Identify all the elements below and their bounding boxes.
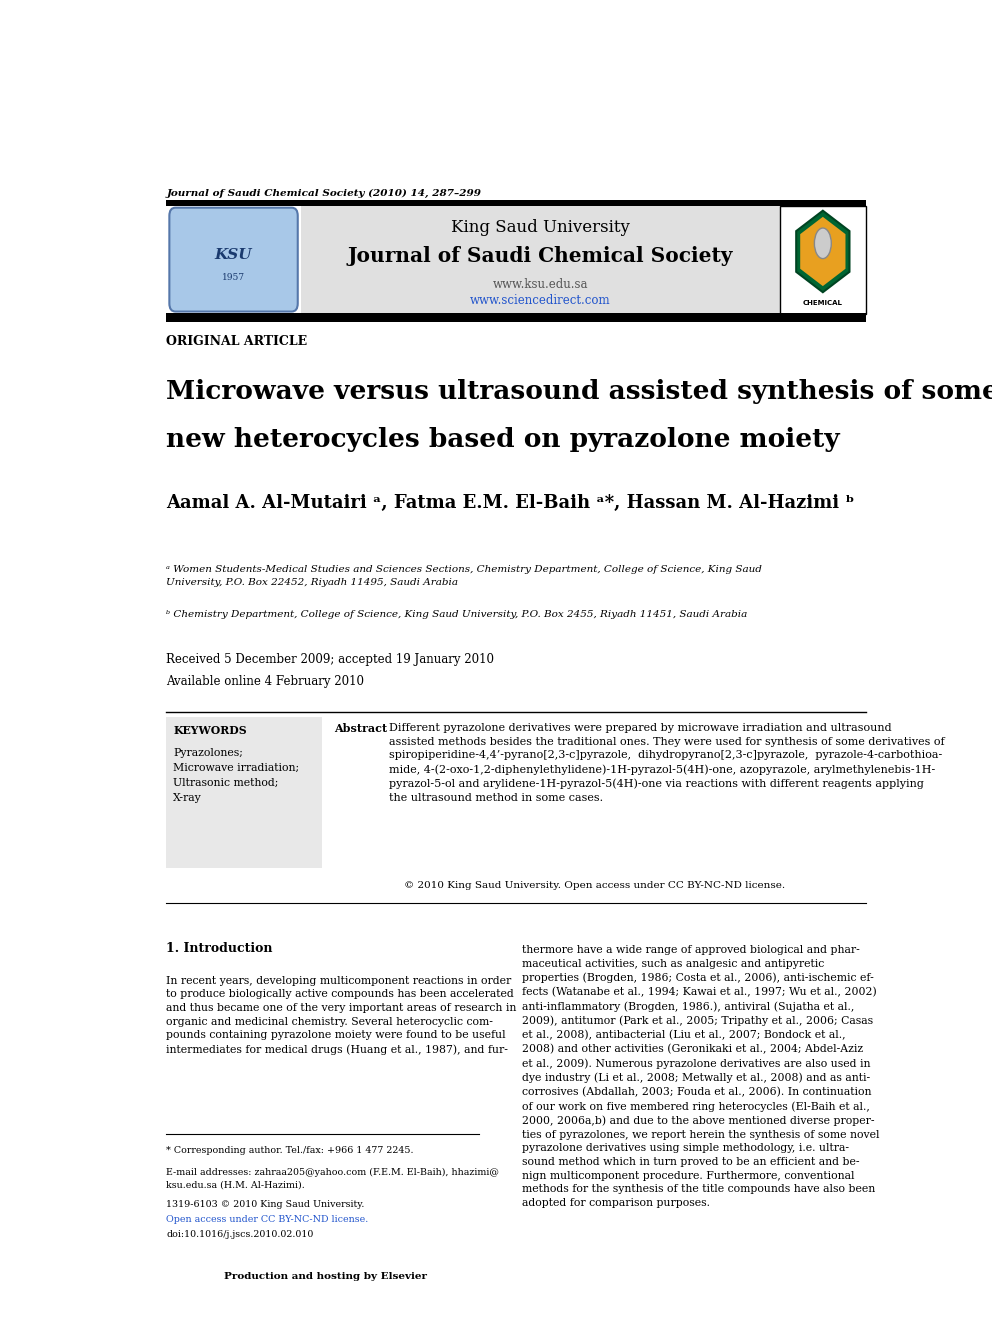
Text: © 2010 King Saud University. Open access under CC BY-NC-ND license.: © 2010 King Saud University. Open access… (404, 881, 785, 890)
Text: thermore have a wide range of approved biological and phar-
maceutical activitie: thermore have a wide range of approved b… (522, 945, 880, 1208)
Text: King Saud University: King Saud University (451, 218, 630, 235)
Text: CHEMICAL: CHEMICAL (803, 300, 843, 307)
Bar (301, 205, 780, 314)
Text: Aamal A. Al-Mutairi ᵃ, Fatma E.M. El-Baih ᵃ*, Hassan M. Al-Hazimi ᵇ: Aamal A. Al-Mutairi ᵃ, Fatma E.M. El-Bai… (167, 493, 855, 512)
Bar (167, 1246, 491, 1307)
Text: Microwave versus ultrasound assisted synthesis of some: Microwave versus ultrasound assisted syn… (167, 378, 992, 404)
Text: Available online 4 February 2010: Available online 4 February 2010 (167, 675, 364, 688)
Text: ᵇ Chemistry Department, College of Science, King Saud University, P.O. Box 2455,: ᵇ Chemistry Department, College of Scien… (167, 610, 748, 619)
Text: Received 5 December 2009; accepted 19 January 2010: Received 5 December 2009; accepted 19 Ja… (167, 652, 494, 665)
FancyBboxPatch shape (170, 208, 298, 312)
Text: 1. Introduction: 1. Introduction (167, 942, 273, 955)
Text: Production and hosting by Elsevier: Production and hosting by Elsevier (224, 1271, 427, 1281)
Bar (167, 205, 301, 314)
Bar (176, 1257, 212, 1295)
Text: E-mail addresses: zahraa205@yahoo.com (F.E.M. El-Baih), hhazimi@
ksu.edu.sa (H.M: E-mail addresses: zahraa205@yahoo.com (F… (167, 1168, 499, 1189)
Text: In recent years, developing multicomponent reactions in order
to produce biologi: In recent years, developing multicompone… (167, 976, 517, 1054)
Text: new heterocycles based on pyrazolone moiety: new heterocycles based on pyrazolone moi… (167, 427, 840, 451)
Text: www.ksu.edu.sa: www.ksu.edu.sa (493, 278, 588, 291)
Text: Abstract: Abstract (334, 724, 399, 734)
Text: doi:10.1016/j.jscs.2010.02.010: doi:10.1016/j.jscs.2010.02.010 (167, 1230, 313, 1240)
Text: SEVIER: SEVIER (184, 1283, 204, 1289)
Bar (167, 200, 866, 205)
Ellipse shape (814, 228, 831, 258)
Text: Journal of Saudi Chemical Society: Journal of Saudi Chemical Society (347, 246, 733, 266)
Text: ᵃ Women Students-Medical Studies and Sciences Sections, Chemistry Department, Co: ᵃ Women Students-Medical Studies and Sci… (167, 565, 762, 586)
Text: KSU: KSU (215, 247, 252, 262)
Text: * Corresponding author. Tel./fax: +966 1 477 2245.: * Corresponding author. Tel./fax: +966 1… (167, 1146, 414, 1155)
Text: 1957: 1957 (222, 274, 245, 282)
Bar (167, 312, 866, 321)
Bar (167, 717, 322, 868)
Text: 1319-6103 © 2010 King Saud University.: 1319-6103 © 2010 King Saud University. (167, 1200, 365, 1209)
Text: www.sciencedirect.com: www.sciencedirect.com (470, 294, 611, 307)
Text: Open access under CC BY-NC-ND license.: Open access under CC BY-NC-ND license. (167, 1215, 369, 1224)
Text: KEYWORDS: KEYWORDS (174, 725, 247, 736)
Text: ORIGINAL ARTICLE: ORIGINAL ARTICLE (167, 335, 308, 348)
Text: EL: EL (188, 1270, 199, 1278)
Bar (780, 205, 866, 314)
Text: Journal of Saudi Chemical Society (2010) 14, 287–299: Journal of Saudi Chemical Society (2010)… (167, 189, 481, 198)
Text: Different pyrazolone derivatives were prepared by microwave irradiation and ultr: Different pyrazolone derivatives were pr… (389, 724, 944, 803)
Text: Pyrazolones;
Microwave irradiation;
Ultrasonic method;
X-ray: Pyrazolones; Microwave irradiation; Ultr… (174, 747, 300, 803)
